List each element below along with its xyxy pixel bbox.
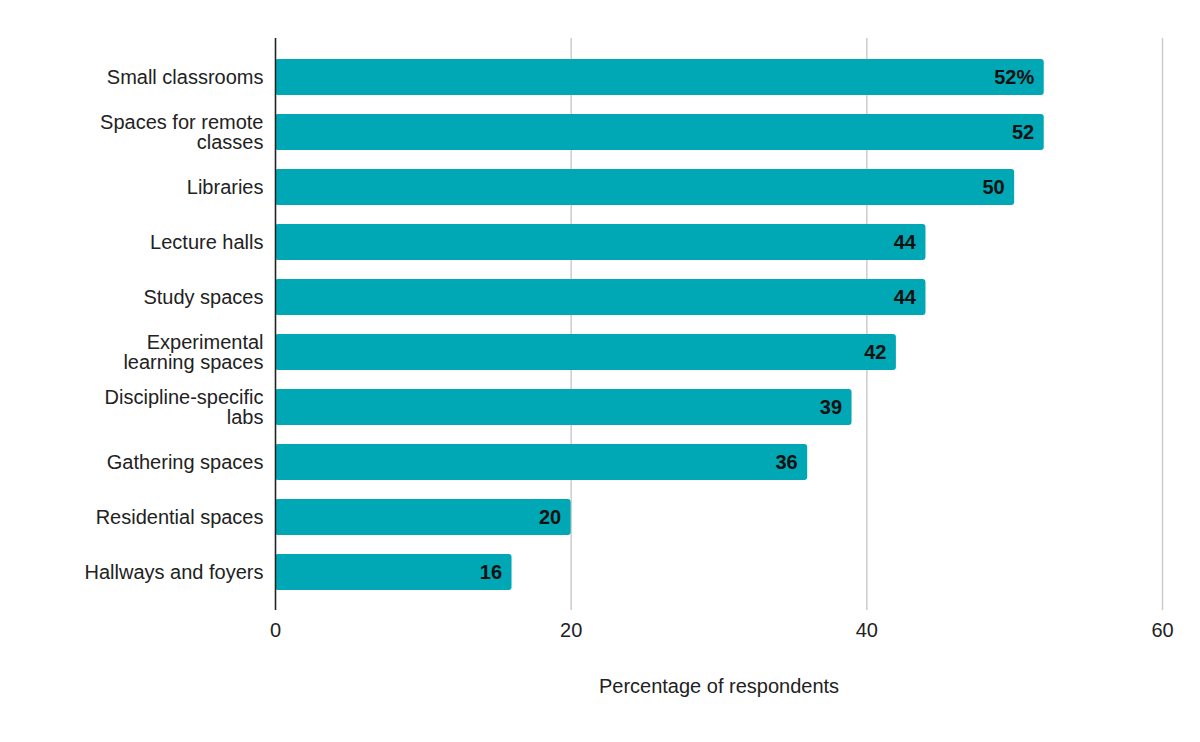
svg-text:42: 42 [864,341,886,363]
svg-text:Spaces for remoteclasses: Spaces for remoteclasses [100,111,263,153]
svg-text:52%: 52% [994,66,1034,88]
svg-text:52: 52 [1012,121,1034,143]
svg-text:Discipline-specificlabs: Discipline-specificlabs [105,386,264,428]
svg-text:44: 44 [894,286,917,308]
svg-text:Libraries: Libraries [187,176,264,198]
svg-text:Residential spaces: Residential spaces [96,506,264,528]
svg-text:Hallways and foyers: Hallways and foyers [85,561,264,583]
svg-text:44: 44 [894,231,917,253]
svg-text:50: 50 [982,176,1004,198]
svg-text:Gathering spaces: Gathering spaces [107,451,264,473]
svg-text:36: 36 [775,451,797,473]
svg-text:Study spaces: Study spaces [143,286,263,308]
svg-text:Small classrooms: Small classrooms [107,66,264,88]
svg-text:Lecture halls: Lecture halls [150,231,263,253]
svg-text:60: 60 [1151,619,1173,641]
svg-text:40: 40 [856,619,878,641]
svg-text:20: 20 [539,506,561,528]
svg-text:16: 16 [480,561,502,583]
svg-text:0: 0 [270,619,281,641]
svg-text:Experimentallearning spaces: Experimentallearning spaces [123,331,263,373]
svg-text:20: 20 [560,619,582,641]
svg-text:39: 39 [820,396,842,418]
svg-text:Percentage of respondents: Percentage of respondents [599,675,839,697]
